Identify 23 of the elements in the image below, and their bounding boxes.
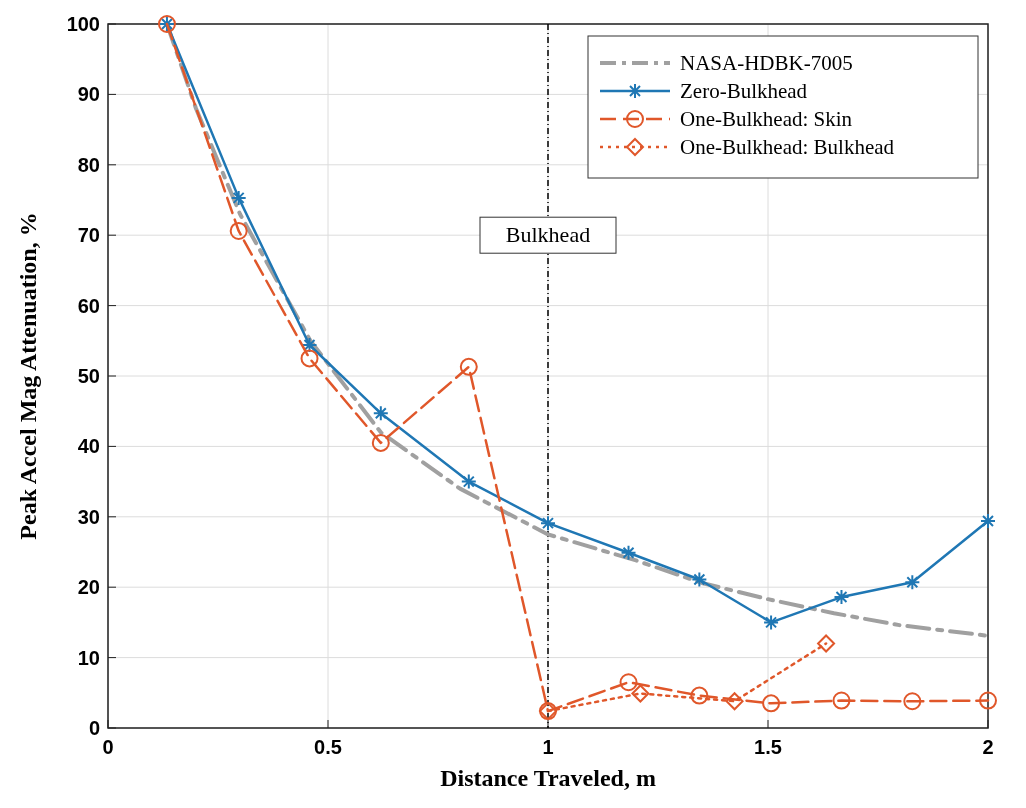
ref-line-label: Bulkhead	[505, 222, 591, 248]
y-tick-label: 0	[88, 717, 100, 739]
legend-label: One-Bulkhead: Skin	[680, 107, 853, 131]
y-tick-label: 20	[77, 576, 100, 599]
x-tick-label: 2	[982, 736, 994, 758]
y-tick-label: 10	[77, 646, 100, 669]
y-tick-label: 70	[77, 224, 100, 247]
y-axis-title: Peak Accel Mag Attenuation, %	[15, 212, 41, 540]
x-tick-label: 1	[542, 736, 554, 758]
y-tick-label: 60	[77, 294, 100, 317]
y-tick-label: 50	[77, 365, 100, 387]
x-tick-label: 0.5	[314, 736, 342, 758]
legend-label: One-Bulkhead: Bulkhead	[680, 135, 895, 159]
y-tick-label: 30	[77, 505, 100, 528]
y-tick-label: 90	[77, 83, 100, 106]
y-tick-label: 80	[77, 153, 100, 176]
y-tick-label: 100	[66, 13, 100, 35]
x-tick-label: 0	[102, 736, 114, 758]
y-tick-label: 40	[77, 435, 100, 458]
legend-label: NASA-HDBK-7005	[680, 51, 853, 75]
x-axis-title: Distance Traveled, m	[440, 765, 656, 791]
x-tick-label: 1.5	[754, 736, 782, 758]
legend-label: Zero-Bulkhead	[680, 79, 808, 103]
